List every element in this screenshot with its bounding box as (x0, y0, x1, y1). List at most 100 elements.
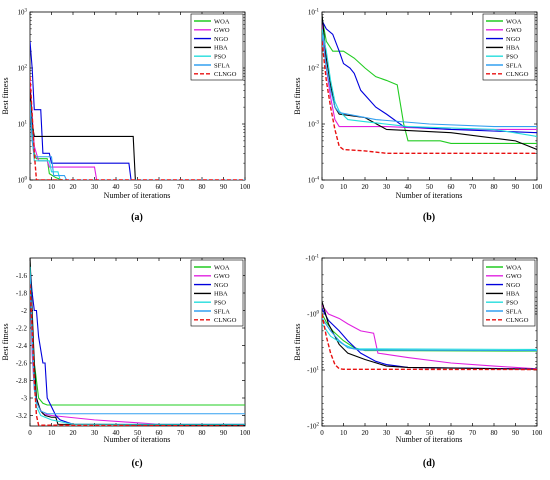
x-tick-label: 0 (320, 183, 324, 191)
x-tick-label: 50 (134, 429, 142, 437)
legend-label-sfla: SFLA (506, 62, 522, 69)
series-line-sfla (30, 107, 245, 180)
x-tick-label: 40 (405, 183, 413, 191)
x-tick-label: 60 (448, 429, 456, 437)
legend-label-clngo: CLNGO (214, 71, 237, 78)
y-tick-label: 10-3 (308, 121, 320, 129)
x-tick-label: 30 (383, 429, 391, 437)
x-axis-label: Number of iterations (396, 191, 463, 200)
x-tick-label: 0 (320, 429, 324, 437)
panel-label: (b) (423, 212, 435, 223)
legend-label-gwo: GWO (506, 27, 522, 34)
x-tick-label: 90 (512, 183, 520, 191)
y-axis-label: Best fitness (1, 323, 10, 360)
x-tick-label: 20 (362, 429, 370, 437)
x-axis-label: Number of iterations (396, 435, 463, 444)
series-line-clngo (322, 41, 537, 154)
legend-label-pso: PSO (506, 54, 518, 61)
legend-label-ngo: NGO (506, 282, 520, 289)
chart-panel-a: 0 10 20 30 40 50 60 70 80 90 100 100 101 102 103 WOA GWO… (1, 9, 251, 224)
x-tick-label: 70 (177, 429, 185, 437)
legend-label-pso: PSO (506, 300, 518, 307)
y-tick-label: 10-1 (308, 9, 320, 17)
x-tick-label: 60 (156, 429, 164, 437)
y-axis-label: Best fitness (293, 77, 302, 114)
x-tick-label: 50 (134, 183, 142, 191)
y-axis-label: Best fitness (1, 77, 10, 114)
y-tick-label: -2.6 (16, 360, 28, 368)
legend-label-woa: WOA (214, 18, 230, 25)
series-line-ngo (30, 41, 245, 180)
series-line-sfla (322, 318, 537, 352)
x-tick-label: 40 (405, 429, 413, 437)
y-tick-label: -101 (307, 367, 319, 375)
panel-label: (d) (423, 458, 435, 469)
x-tick-label: 40 (113, 183, 121, 191)
y-tick-label: -1.8 (16, 290, 28, 298)
x-tick-label: 10 (48, 429, 56, 437)
y-tick-label: 103 (18, 9, 28, 17)
y-tick-label: -102 (307, 423, 319, 431)
legend-label-hba: HBA (214, 45, 228, 52)
y-axis-label: Best fitness (293, 323, 302, 360)
x-tick-label: 90 (220, 429, 228, 437)
x-tick-label: 30 (91, 183, 99, 191)
x-tick-label: 90 (220, 183, 228, 191)
y-tick-label: -2 (21, 307, 27, 315)
x-axis-label: Number of iterations (104, 191, 171, 200)
x-tick-label: 50 (426, 183, 434, 191)
legend-label-gwo: GWO (506, 273, 522, 280)
series-line-clngo (322, 313, 537, 371)
x-tick-label: 60 (448, 183, 456, 191)
legend-label-woa: WOA (214, 264, 230, 271)
x-tick-label: 100 (240, 183, 251, 191)
x-tick-label: 20 (70, 183, 78, 191)
x-tick-label: 70 (469, 183, 477, 191)
x-tick-label: 10 (340, 429, 348, 437)
legend-box (190, 259, 244, 327)
legend-label-gwo: GWO (214, 273, 230, 280)
x-tick-label: 40 (113, 429, 121, 437)
y-tick-label: -3 (21, 395, 27, 403)
x-tick-label: 20 (70, 429, 78, 437)
series-line-pso (322, 28, 537, 137)
series-line-woa (322, 17, 537, 144)
chart-panel-c: 0 10 20 30 40 50 60 70 80 90 100 -1.6 -1.8 -2 -2.2 -2.4… (1, 257, 251, 469)
legend-label-hba: HBA (506, 291, 520, 298)
x-tick-label: 60 (156, 183, 164, 191)
x-tick-label: 100 (532, 429, 543, 437)
legend-label-clngo: CLNGO (506, 71, 529, 78)
legend-label-ngo: NGO (214, 282, 228, 289)
y-tick-label: 100 (18, 177, 28, 185)
legend-label-pso: PSO (214, 300, 226, 307)
legend-label-gwo: GWO (214, 27, 230, 34)
legend-label-sfla: SFLA (214, 62, 230, 69)
y-tick-label: -3.2 (16, 412, 28, 420)
x-tick-label: 30 (91, 429, 99, 437)
x-tick-label: 80 (199, 429, 207, 437)
y-tick-label: 101 (18, 121, 28, 129)
legend-label-clngo: CLNGO (214, 317, 237, 324)
legend-label-sfla: SFLA (506, 308, 522, 315)
y-tick-label: -100 (307, 311, 319, 319)
legend-label-hba: HBA (506, 45, 520, 52)
series-line-ngo (30, 266, 245, 426)
x-tick-label: 100 (532, 183, 543, 191)
y-tick-label: -2.4 (16, 342, 28, 350)
legend-label-woa: WOA (506, 18, 522, 25)
legend-label-ngo: NGO (506, 36, 520, 43)
x-axis-label: Number of iterations (104, 435, 171, 444)
panel-label: (c) (131, 458, 142, 469)
series-line-gwo (322, 305, 537, 370)
legend-label-woa: WOA (506, 264, 522, 271)
panel-label: (a) (131, 212, 143, 223)
legend-label-sfla: SFLA (214, 308, 230, 315)
y-tick-label: -10-1 (305, 255, 319, 263)
x-tick-label: 0 (28, 429, 32, 437)
y-tick-label: -1.6 (16, 272, 28, 280)
x-tick-label: 70 (469, 429, 477, 437)
y-tick-label: -2.2 (16, 325, 28, 333)
legend-label-clngo: CLNGO (506, 317, 529, 324)
x-tick-label: 10 (48, 183, 56, 191)
